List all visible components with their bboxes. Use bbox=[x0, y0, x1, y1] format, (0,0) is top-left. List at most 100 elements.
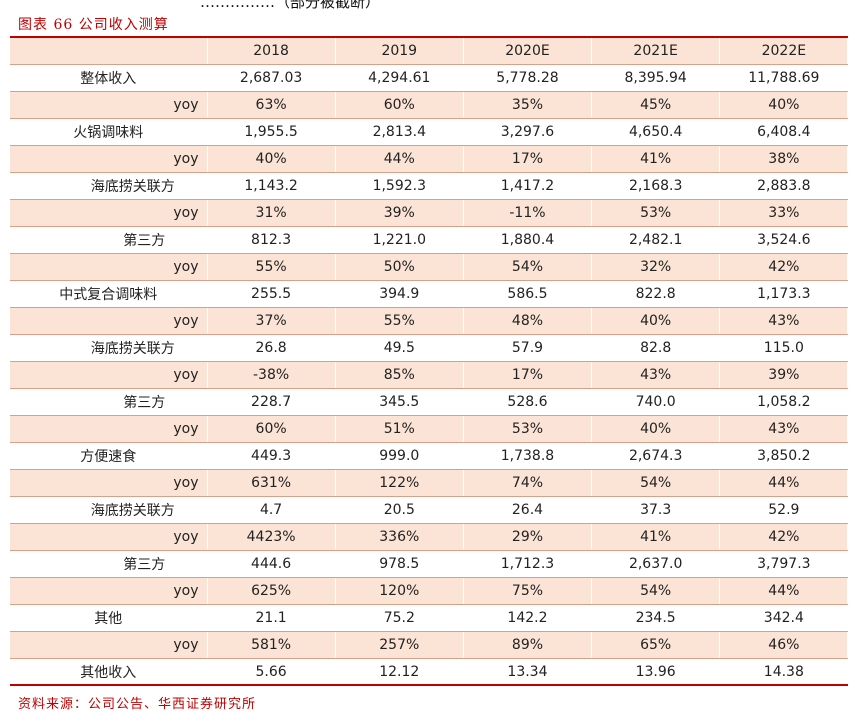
value-cell: 1,143.2 bbox=[207, 172, 336, 200]
value-cell: 3,297.6 bbox=[463, 118, 593, 146]
value-cell: 26.8 bbox=[207, 334, 336, 362]
value-cell: 55% bbox=[335, 307, 464, 335]
value-cell: 82.8 bbox=[591, 334, 721, 362]
value-cell: 43% bbox=[719, 307, 849, 335]
value-cell: 2,813.4 bbox=[335, 118, 464, 146]
value-cell: 394.9 bbox=[335, 280, 464, 308]
source-note: 资料来源：公司公告、华西证券研究所 bbox=[18, 697, 257, 712]
value-cell: 812.3 bbox=[207, 226, 336, 254]
header-corner-cell bbox=[10, 38, 208, 65]
yoy-label: yoy bbox=[10, 91, 208, 119]
yoy-row: yoy 60% 51% 53% 40% 43% bbox=[10, 415, 849, 443]
value-cell: 75% bbox=[463, 577, 593, 605]
value-cell: -38% bbox=[207, 361, 336, 389]
yoy-row: yoy 63% 60% 35% 45% 40% bbox=[10, 91, 849, 119]
value-cell: 39% bbox=[335, 199, 464, 227]
value-cell: 37% bbox=[207, 307, 336, 335]
yoy-label: yoy bbox=[10, 415, 208, 443]
value-cell: 43% bbox=[591, 361, 721, 389]
table-row: 方便速食 449.3 999.0 1,738.8 2,674.3 3,850.2 bbox=[10, 442, 849, 470]
column-header: 2021E bbox=[591, 38, 721, 65]
value-cell: 40% bbox=[591, 415, 721, 443]
value-cell: 336% bbox=[335, 523, 464, 551]
value-cell: 38% bbox=[719, 145, 849, 173]
value-cell: 54% bbox=[591, 577, 721, 605]
row-label: 第三方 bbox=[10, 226, 208, 254]
value-cell: 12.12 bbox=[335, 658, 464, 686]
value-cell: 444.6 bbox=[207, 550, 336, 578]
table-row: 火锅调味料 1,955.5 2,813.4 3,297.6 4,650.4 6,408.4 bbox=[10, 118, 849, 146]
value-cell: 40% bbox=[719, 91, 849, 119]
value-cell: 2,637.0 bbox=[591, 550, 721, 578]
value-cell: 40% bbox=[591, 307, 721, 335]
value-cell: 26.4 bbox=[463, 496, 593, 524]
table-body: 整体收入 2,687.03 4,294.61 5,778.28 8,395.94 11,7… bbox=[10, 64, 849, 686]
value-cell: 44% bbox=[719, 469, 849, 497]
value-cell: 42% bbox=[719, 523, 849, 551]
value-cell: 581% bbox=[207, 631, 336, 659]
yoy-row: yoy 625% 120% 75% 54% 44% bbox=[10, 577, 849, 605]
row-label: 其他 bbox=[10, 604, 208, 632]
value-cell: 40% bbox=[207, 145, 336, 173]
row-label: 海底捞关联方 bbox=[10, 496, 208, 524]
value-cell: 1,880.4 bbox=[463, 226, 593, 254]
value-cell: 35% bbox=[463, 91, 593, 119]
value-cell: 234.5 bbox=[591, 604, 721, 632]
value-cell: 89% bbox=[463, 631, 593, 659]
value-cell: 54% bbox=[463, 253, 593, 281]
yoy-label: yoy bbox=[10, 469, 208, 497]
value-cell: 32% bbox=[591, 253, 721, 281]
value-cell: 20.5 bbox=[335, 496, 464, 524]
table-row: 中式复合调味料 255.5 394.9 586.5 822.8 1,173.3 bbox=[10, 280, 849, 308]
value-cell: 60% bbox=[207, 415, 336, 443]
yoy-label: yoy bbox=[10, 307, 208, 335]
table-row: 整体收入 2,687.03 4,294.61 5,778.28 8,395.94 11,7… bbox=[10, 64, 849, 92]
yoy-label: yoy bbox=[10, 145, 208, 173]
value-cell: 257% bbox=[335, 631, 464, 659]
yoy-row: yoy 55% 50% 54% 32% 42% bbox=[10, 253, 849, 281]
value-cell: 41% bbox=[591, 145, 721, 173]
value-cell: 342.4 bbox=[719, 604, 849, 632]
header-row: 2018 2019 2020E 2021E 2022E bbox=[10, 38, 849, 65]
yoy-row: yoy 4423% 336% 29% 41% 42% bbox=[10, 523, 849, 551]
column-header: 2020E bbox=[463, 38, 593, 65]
value-cell: 120% bbox=[335, 577, 464, 605]
row-label: 海底捞关联方 bbox=[10, 172, 208, 200]
value-cell: 74% bbox=[463, 469, 593, 497]
value-cell: 48% bbox=[463, 307, 593, 335]
table-row: 第三方 444.6 978.5 1,712.3 2,637.0 3,797.3 bbox=[10, 550, 849, 578]
value-cell: 8,395.94 bbox=[591, 64, 721, 92]
value-cell: 1,712.3 bbox=[463, 550, 593, 578]
value-cell: 11,788.69 bbox=[719, 64, 849, 92]
value-cell: 75.2 bbox=[335, 604, 464, 632]
value-cell: 255.5 bbox=[207, 280, 336, 308]
value-cell: 228.7 bbox=[207, 388, 336, 416]
value-cell: 42% bbox=[719, 253, 849, 281]
table-row: 海底捞关联方 4.7 20.5 26.4 37.3 52.9 bbox=[10, 496, 849, 524]
value-cell: 822.8 bbox=[591, 280, 721, 308]
value-cell: 3,850.2 bbox=[719, 442, 849, 470]
value-cell: 65% bbox=[591, 631, 721, 659]
value-cell: 53% bbox=[591, 199, 721, 227]
value-cell: 4,650.4 bbox=[591, 118, 721, 146]
yoy-label: yoy bbox=[10, 631, 208, 659]
yoy-label: yoy bbox=[10, 199, 208, 227]
value-cell: 740.0 bbox=[591, 388, 721, 416]
value-cell: 85% bbox=[335, 361, 464, 389]
row-label: 整体收入 bbox=[10, 64, 208, 92]
value-cell: 2,687.03 bbox=[207, 64, 336, 92]
table-row: 其他 21.1 75.2 142.2 234.5 342.4 bbox=[10, 604, 849, 632]
value-cell: 50% bbox=[335, 253, 464, 281]
yoy-label: yoy bbox=[10, 361, 208, 389]
value-cell: 49.5 bbox=[335, 334, 464, 362]
value-cell: 55% bbox=[207, 253, 336, 281]
value-cell: 43% bbox=[719, 415, 849, 443]
row-label: 海底捞关联方 bbox=[10, 334, 208, 362]
yoy-label: yoy bbox=[10, 523, 208, 551]
yoy-row: yoy 581% 257% 89% 65% 46% bbox=[10, 631, 849, 659]
value-cell: 17% bbox=[463, 145, 593, 173]
value-cell: 39% bbox=[719, 361, 849, 389]
value-cell: 2,168.3 bbox=[591, 172, 721, 200]
value-cell: 51% bbox=[335, 415, 464, 443]
value-cell: 1,592.3 bbox=[335, 172, 464, 200]
